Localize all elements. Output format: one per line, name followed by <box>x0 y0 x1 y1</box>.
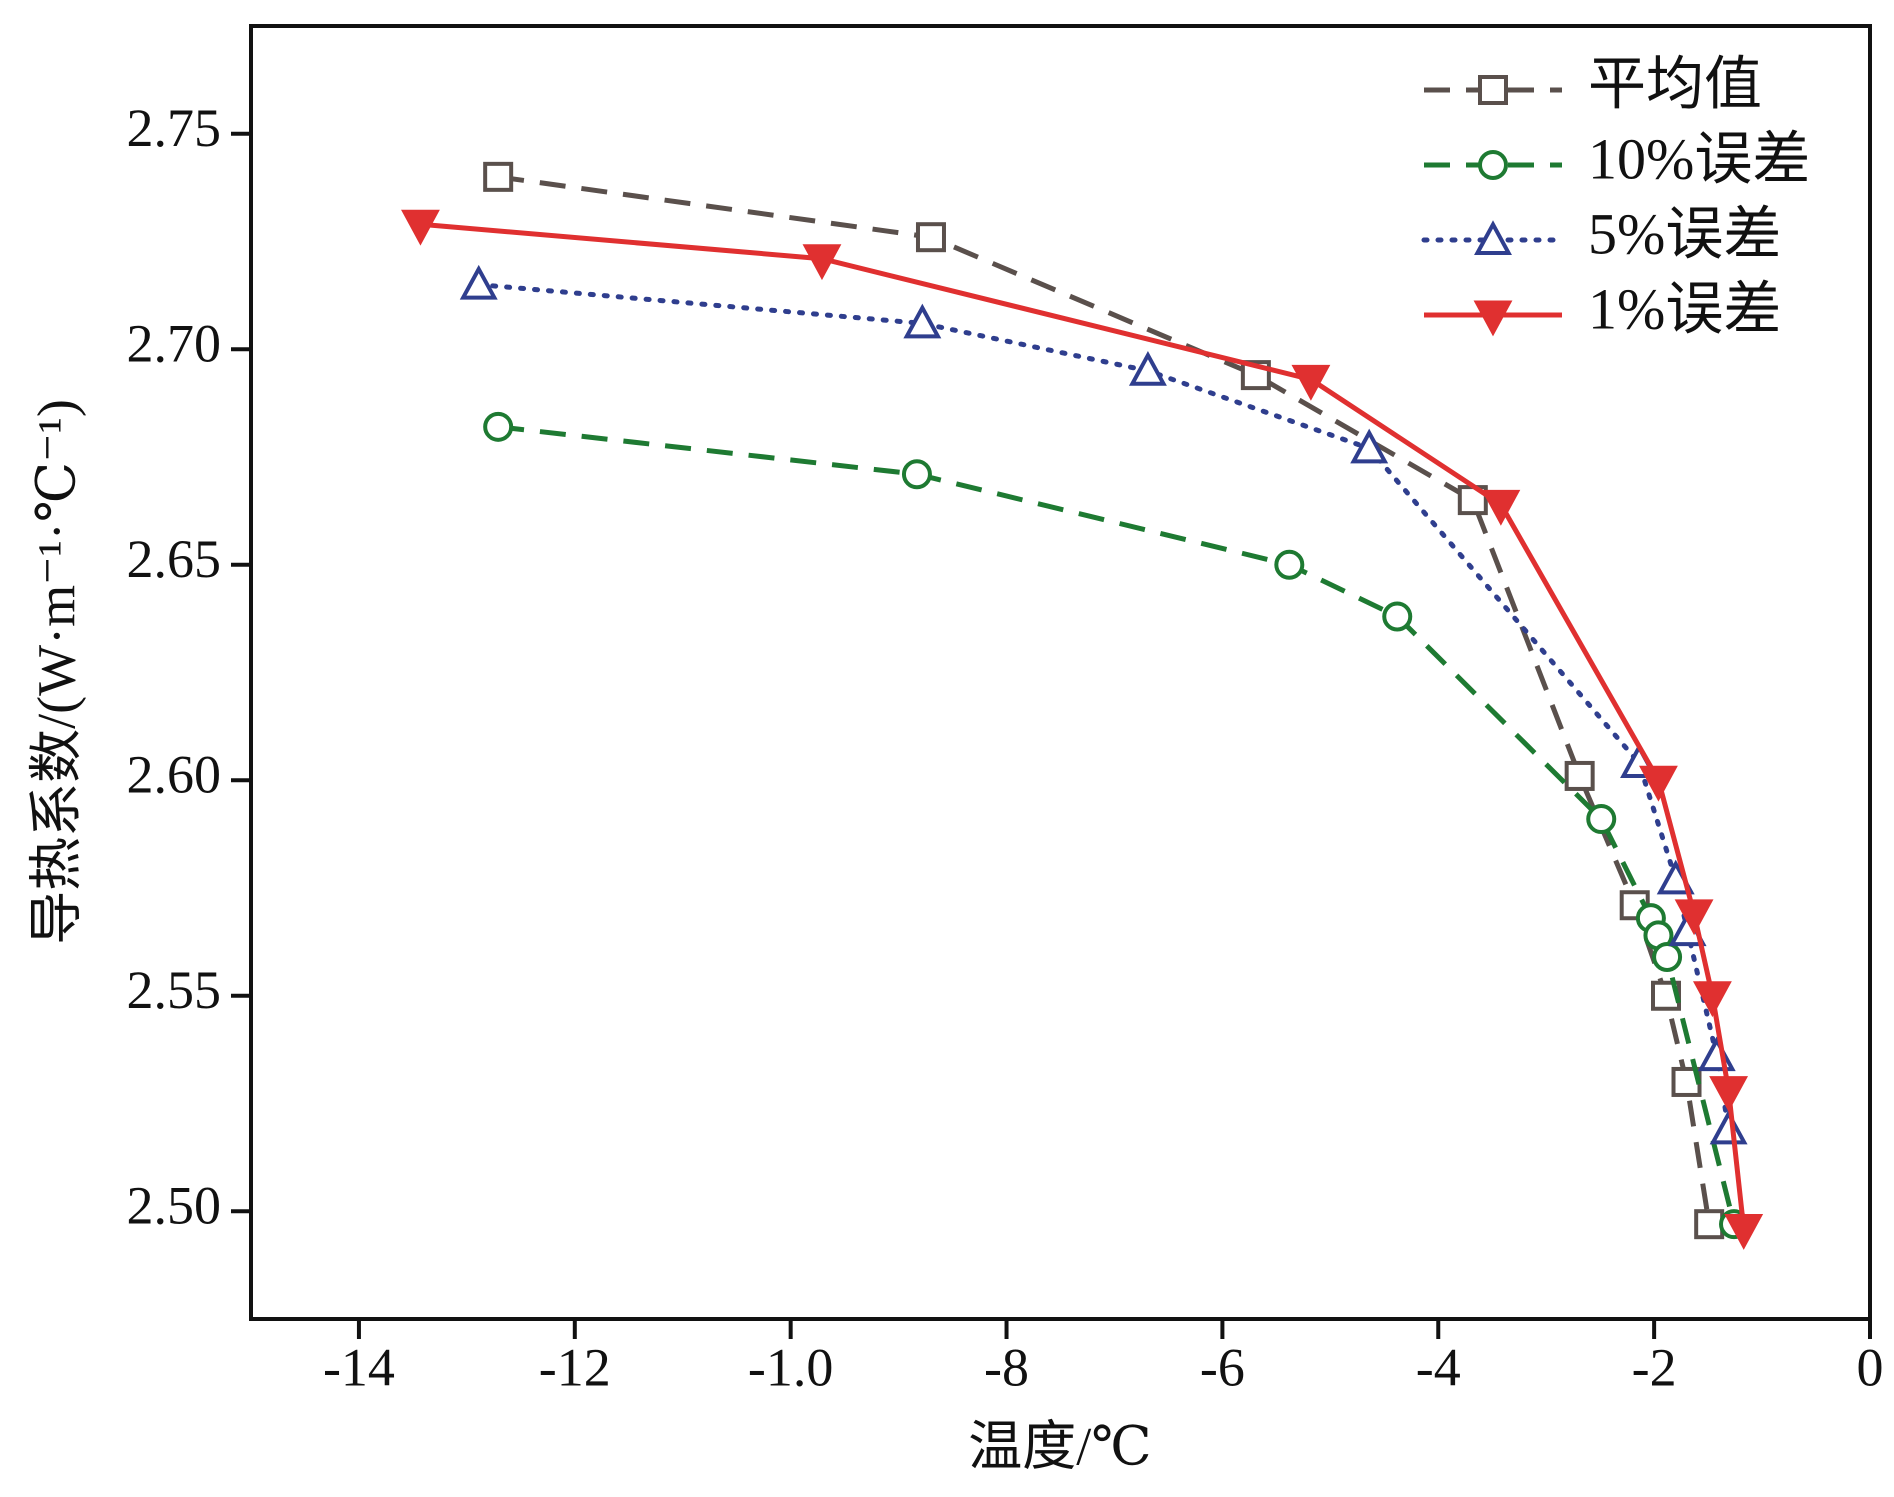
y-axis-label: 导热系数/(W·m⁻¹·℃⁻¹) <box>26 399 86 945</box>
y-tick-label: 2.75 <box>127 98 222 158</box>
x-axis-label: 温度/℃ <box>968 1416 1151 1476</box>
marker <box>1697 1036 1736 1072</box>
marker <box>483 411 514 442</box>
marker <box>401 209 440 246</box>
marker <box>1350 428 1389 464</box>
marker <box>1382 601 1413 632</box>
marker <box>1128 351 1167 386</box>
marker <box>1694 1209 1725 1240</box>
marker <box>1724 1213 1764 1250</box>
y-tick-label: 2.70 <box>127 314 222 374</box>
marker <box>1652 941 1683 972</box>
y-tick-label: 2.60 <box>127 745 222 805</box>
x-tick-label: -8 <box>984 1337 1029 1397</box>
marker <box>903 303 942 339</box>
x-tick-label: 0 <box>1857 1337 1884 1397</box>
series-line <box>476 282 1732 1132</box>
legend-marker <box>1478 75 1508 105</box>
legend-label: 平均值 <box>1588 51 1762 116</box>
legend-marker <box>1478 150 1508 180</box>
x-tick-label: -6 <box>1200 1337 1245 1397</box>
y-tick-label: 2.50 <box>127 1176 222 1236</box>
marker <box>901 459 932 490</box>
series-line <box>497 424 1737 1225</box>
marker <box>459 264 498 300</box>
y-tick-label: 2.65 <box>127 529 222 589</box>
x-tick-label: -12 <box>539 1337 611 1397</box>
legend-marker <box>1473 300 1513 337</box>
plot-frame <box>249 24 1872 1321</box>
legend-label: 5%误差 <box>1588 201 1781 266</box>
legend-marker <box>1474 220 1512 255</box>
marker <box>1709 1109 1748 1145</box>
marker <box>1709 1076 1749 1112</box>
marker <box>1291 364 1331 401</box>
series-line <box>497 174 1712 1225</box>
x-tick-label: -4 <box>1416 1337 1461 1397</box>
x-tick-label: -1.0 <box>748 1337 833 1397</box>
marker <box>802 244 842 281</box>
x-tick-label: -2 <box>1632 1337 1677 1397</box>
marker <box>1639 765 1678 802</box>
marker <box>1586 804 1617 835</box>
marker <box>1481 489 1521 526</box>
marker <box>1674 899 1714 936</box>
y-tick-label: 2.55 <box>127 960 222 1020</box>
marker <box>1564 760 1595 791</box>
legend-label: 1%误差 <box>1588 276 1781 341</box>
marker <box>1274 549 1305 580</box>
series-line <box>420 221 1747 1229</box>
legend-label: 10%误差 <box>1588 126 1810 191</box>
marker <box>1692 981 1732 1018</box>
x-tick-label: -14 <box>323 1337 395 1397</box>
marker <box>483 161 514 192</box>
marker <box>915 222 946 253</box>
